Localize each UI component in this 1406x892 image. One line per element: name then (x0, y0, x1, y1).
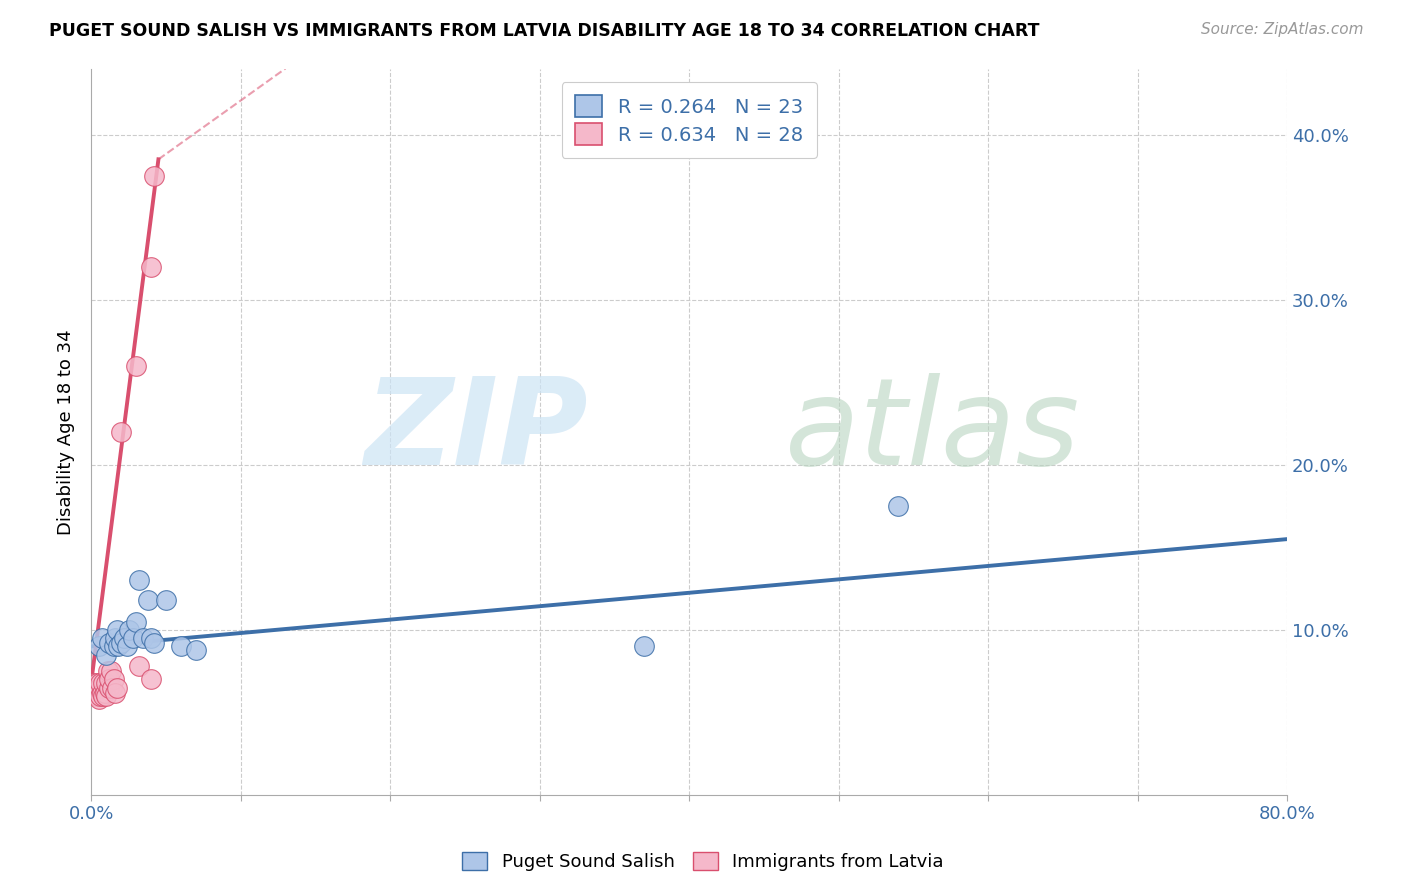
Point (87, 681, 110, 695)
Point (125, 359, 148, 373)
Point (142, 169, 165, 183)
Point (104, 686, 127, 700)
Point (87, 692, 110, 706)
Point (115, 640, 138, 654)
Point (87, 640, 110, 654)
Point (103, 640, 125, 654)
Text: atlas: atlas (785, 373, 1080, 491)
Text: ZIP: ZIP (364, 373, 588, 491)
Point (105, 623, 128, 637)
Point (86, 689, 108, 703)
Point (98, 673, 121, 687)
Point (112, 631, 135, 645)
Point (110, 425, 132, 439)
Point (83, 675, 105, 690)
Point (887, 499, 910, 513)
Point (84, 681, 107, 695)
Point (94, 689, 117, 703)
Point (139, 673, 162, 687)
Point (98, 636, 121, 650)
Point (91, 689, 114, 703)
Point (139, 631, 162, 645)
Point (104, 631, 127, 645)
Point (139, 260, 162, 274)
Legend: Puget Sound Salish, Immigrants from Latvia: Puget Sound Salish, Immigrants from Latv… (454, 845, 952, 879)
Point (89, 689, 111, 703)
Y-axis label: Disability Age 18 to 34: Disability Age 18 to 34 (58, 329, 75, 534)
Point (128, 574, 150, 588)
Point (142, 636, 165, 650)
Point (101, 681, 124, 695)
Point (110, 636, 132, 650)
Point (132, 631, 155, 645)
Point (107, 640, 129, 654)
Point (86, 675, 108, 690)
Point (94, 675, 117, 690)
Point (128, 659, 150, 673)
Point (98, 681, 121, 695)
Point (122, 631, 145, 645)
Point (117, 623, 139, 637)
Point (103, 673, 125, 687)
Point (125, 615, 148, 629)
Point (94, 648, 117, 662)
Point (97, 664, 120, 678)
Point (170, 640, 193, 654)
Text: PUGET SOUND SALISH VS IMMIGRANTS FROM LATVIA DISABILITY AGE 18 TO 34 CORRELATION: PUGET SOUND SALISH VS IMMIGRANTS FROM LA… (49, 22, 1039, 40)
Point (105, 681, 128, 695)
Point (90, 686, 112, 700)
Point (184, 642, 207, 657)
Point (136, 593, 159, 607)
Point (633, 640, 655, 654)
Point (90, 631, 112, 645)
Point (91, 675, 114, 690)
Point (93, 686, 115, 700)
Text: Source: ZipAtlas.com: Source: ZipAtlas.com (1201, 22, 1364, 37)
Point (89, 675, 111, 690)
Point (155, 593, 177, 607)
Legend: R = 0.264   N = 23, R = 0.634   N = 28: R = 0.264 N = 23, R = 0.634 N = 28 (561, 82, 817, 158)
Point (100, 664, 122, 678)
